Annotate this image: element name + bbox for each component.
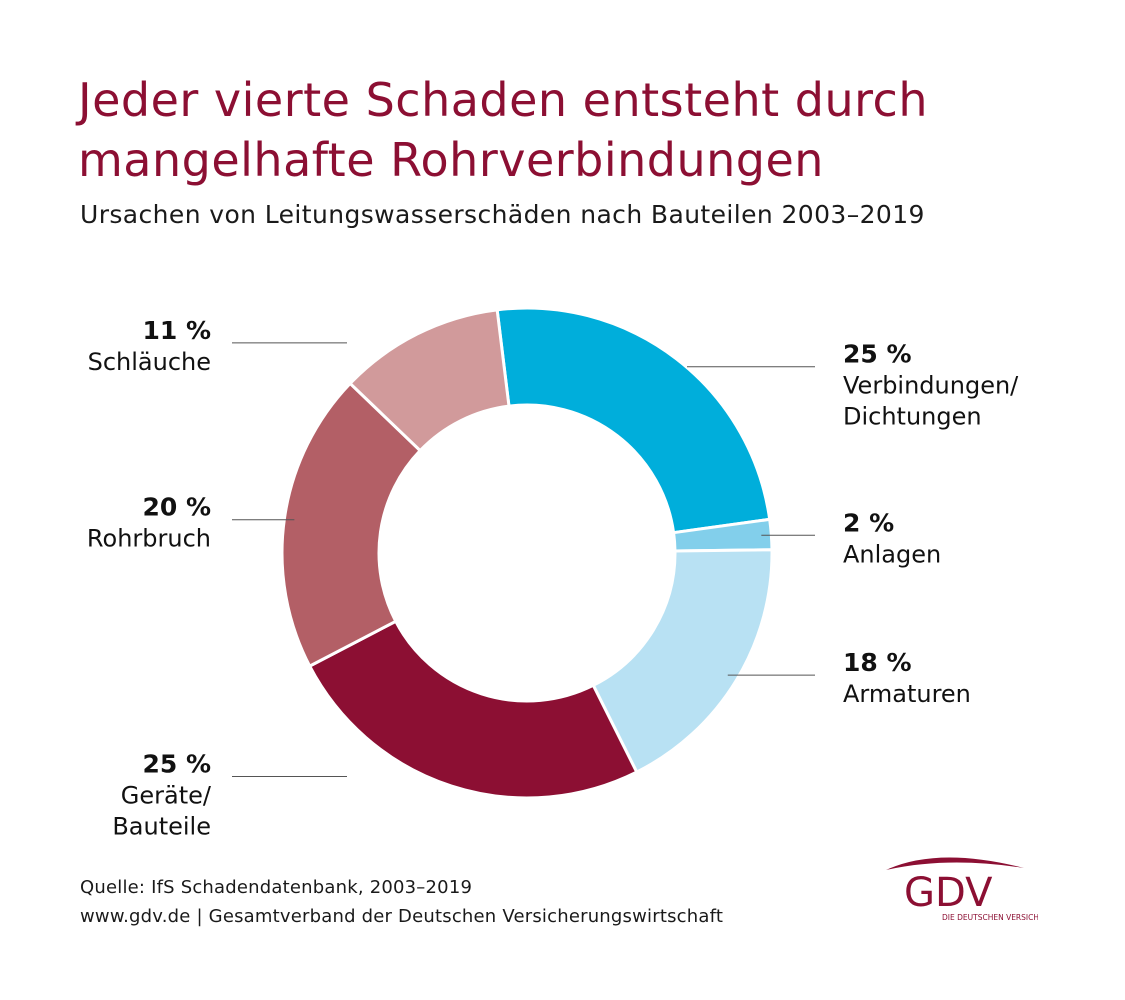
category-label-verbindungen-dichtungen-line-1: Verbindungen/ [843,372,1019,400]
value-label-armaturen: 18 % [843,648,912,677]
logo-arc [886,857,1024,870]
logo-wordmark: GDV [904,870,993,916]
slice-rohrbruch [280,381,423,669]
category-label-armaturen-line-1: Armaturen [843,680,971,708]
slice-schläuche [348,308,511,453]
value-label-rohrbruch: 20 % [142,493,211,522]
value-label-geräte-bauteile: 25 % [142,750,211,779]
category-label-schläuche-line-1: Schläuche [88,348,211,376]
value-label-schläuche: 11 % [142,316,211,345]
chart-subtitle: Ursachen von Leitungswasserschäden nach … [80,200,925,229]
value-label-anlagen: 2 % [843,508,894,537]
category-label-anlagen-line-1: Anlagen [843,540,941,568]
category-label-rohrbruch-line-1: Rohrbruch [87,525,211,553]
category-label-geräte-bauteile-line-1: Geräte/ [121,782,212,810]
logo-tagline: DIE DEUTSCHEN VERSICHERER [942,913,1038,922]
slice-armaturen [591,548,774,775]
gdv-logo: GDV DIE DEUTSCHEN VERSICHERER [886,857,1038,922]
slice-geräte-bauteile [307,619,639,800]
title-line-1: Jeder vierte Schaden entsteht durch [78,73,928,127]
chart-title: Jeder vierte Schaden entsteht durch mang… [78,70,1058,190]
value-label-verbindungen-dichtungen: 25 % [843,340,912,369]
title-line-2: mangelhafte Rohrverbindungen [78,133,824,187]
footer: Quelle: IfS Schadendatenbank, 2003–2019 … [80,873,723,931]
category-label-verbindungen-dichtungen-line-2: Dichtungen [843,403,982,431]
slice-verbindungen-dichtungen [495,306,772,535]
source-note: Quelle: IfS Schadendatenbank, 2003–2019 [80,877,473,898]
publisher-note: www.gdv.de | Gesamtverband der Deutschen… [80,906,724,927]
category-label-geräte-bauteile-line-2: Bauteile [112,813,211,841]
